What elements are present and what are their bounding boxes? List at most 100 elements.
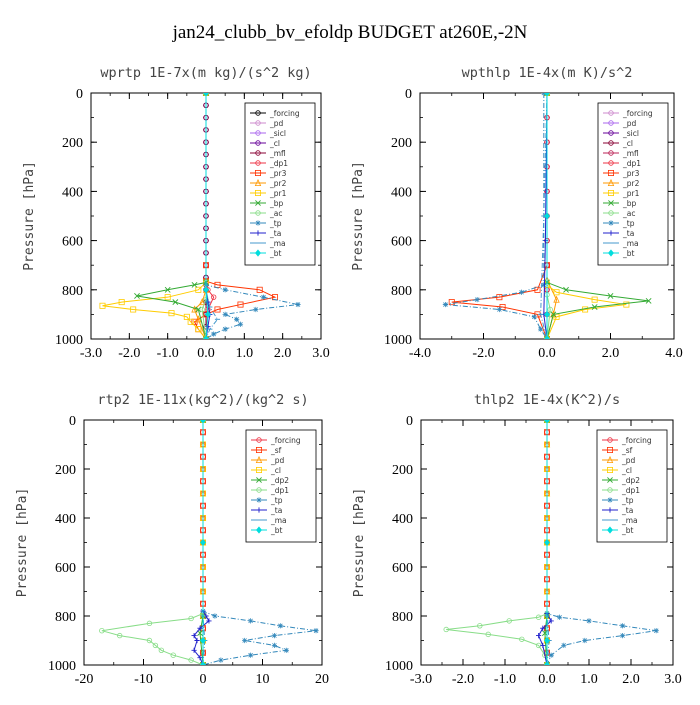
data-point	[544, 310, 550, 318]
legend-entry: _cl	[269, 139, 280, 148]
legend-marker	[607, 487, 613, 493]
y-tick-label: 0	[76, 87, 83, 102]
data-point	[200, 538, 206, 547]
figure-title: jan24_clubb_bv_efoldp BUDGET at260E,-2N	[172, 22, 528, 43]
legend-marker	[608, 220, 614, 226]
data-point	[645, 297, 652, 304]
legend-entry: _ac	[622, 209, 635, 218]
data-point	[448, 299, 455, 306]
y-tick-label: 0	[405, 87, 412, 102]
legend-marker	[255, 210, 261, 216]
x-tick-label: 3.0	[312, 346, 330, 361]
y-tick-label: 200	[62, 136, 83, 151]
data-point	[222, 287, 228, 293]
legend-marker	[607, 497, 613, 503]
y-tick-label: 600	[392, 561, 413, 576]
chart-panel: thlp2 1E-4x(K^2)/s Pressure [hPa] -3.0 -2.0…	[352, 392, 682, 687]
data-point	[116, 632, 123, 639]
y-tick-label: 800	[55, 610, 76, 625]
data-point	[99, 628, 105, 634]
legend: _forcing_pd_sicl_cl_mfl_dp1_pr3_pr2_pr1_…	[244, 102, 316, 266]
data-point	[99, 302, 106, 309]
data-point	[582, 637, 588, 644]
chart-panel: wpthlp 1E-4x(m K)/s^2 Pressure [hPa] -4.0 -…	[351, 65, 683, 361]
y-tick-label: 600	[62, 235, 83, 250]
legend-entry: _ta	[622, 229, 634, 238]
x-tick-label: -2.0	[452, 672, 474, 687]
legend-marker	[256, 507, 262, 513]
legend: _forcing_sf_pd_cl_dp2_dp1_tp_ta_ma_bt	[596, 429, 668, 543]
data-point	[203, 335, 209, 339]
data-point	[218, 657, 224, 663]
data-point	[194, 637, 200, 644]
legend-entry: _dp1	[621, 486, 640, 495]
legend-marker	[255, 120, 261, 126]
legend-entry: _bt	[621, 526, 634, 535]
legend-marker	[608, 189, 615, 196]
y-tick-label: 1000	[384, 333, 412, 348]
legend-marker	[255, 150, 261, 156]
x-tick-label: 0	[200, 672, 207, 687]
legend-entry: _dp2	[270, 476, 289, 485]
data-point	[211, 331, 217, 337]
data-point	[496, 306, 502, 313]
legend-entry: _pr2	[622, 179, 640, 188]
data-point	[561, 642, 567, 648]
x-tick-label: -4.0	[409, 346, 431, 361]
series-line	[446, 420, 548, 665]
data-point	[253, 306, 259, 313]
legend-entry: _pr2	[269, 179, 287, 188]
series-line	[101, 420, 204, 665]
data-point	[443, 626, 449, 633]
legend-marker	[254, 178, 262, 187]
data-point	[535, 614, 542, 620]
data-point	[653, 628, 659, 634]
data-point	[200, 420, 206, 424]
legend-entry: _ta	[270, 506, 282, 515]
x-tick-label: -10	[134, 672, 153, 687]
data-point	[195, 306, 202, 313]
data-point	[203, 93, 209, 97]
data-point	[519, 289, 525, 295]
data-point	[210, 294, 217, 300]
legend-marker	[607, 507, 613, 513]
legend-marker	[607, 446, 614, 453]
data-point	[134, 293, 140, 299]
legend-marker	[256, 437, 262, 443]
x-tick-label: -2.0	[472, 346, 494, 361]
legend-marker	[255, 230, 261, 236]
data-point	[620, 623, 626, 629]
legend-entry: _bt	[622, 249, 635, 258]
legend-marker	[255, 446, 262, 453]
legend-entry: _forcing	[269, 109, 300, 118]
legend-entry: _tp	[270, 496, 283, 505]
data-point	[544, 335, 550, 339]
data-point	[172, 299, 179, 306]
legend-entry: _cl	[622, 139, 633, 148]
legend-marker	[608, 150, 614, 156]
data-point	[200, 636, 206, 645]
legend-entry: _ma	[621, 516, 638, 525]
series-line	[136, 93, 207, 339]
data-point	[198, 298, 206, 306]
legend-entry: _bp	[622, 199, 637, 208]
data-point	[222, 311, 228, 317]
data-point	[146, 637, 153, 644]
data-point	[214, 306, 221, 313]
legend-entry: _mfl	[622, 149, 639, 158]
y-tick-label: 400	[392, 512, 413, 527]
data-point	[540, 642, 546, 648]
legend-marker	[608, 169, 615, 176]
legend-entry: _ac	[269, 209, 282, 218]
data-point	[313, 628, 319, 634]
data-point	[586, 618, 592, 624]
y-tick-label: 200	[392, 463, 413, 478]
x-tick-label: -1.0	[157, 346, 179, 361]
data-point	[557, 614, 563, 620]
data-point	[191, 633, 197, 639]
data-point	[536, 633, 542, 639]
legend-marker	[254, 169, 261, 176]
legend-entry: _pd	[269, 119, 284, 128]
data-point	[168, 310, 175, 317]
